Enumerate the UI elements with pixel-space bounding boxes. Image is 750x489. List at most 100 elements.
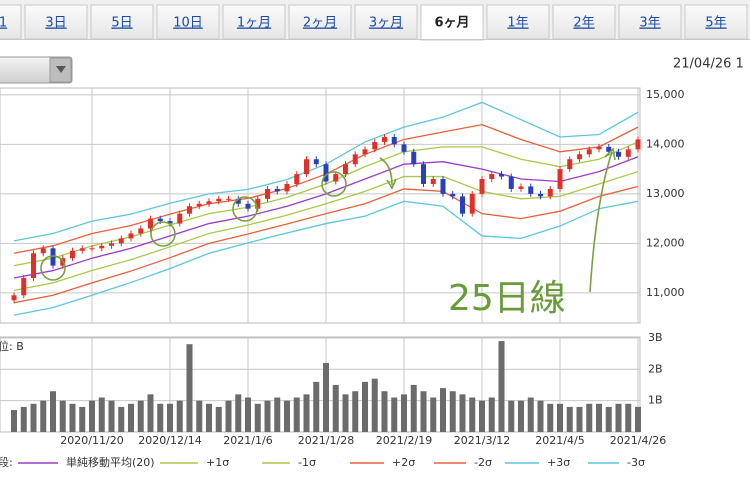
tab-label[interactable]: 2ヶ月 [303, 16, 337, 31]
tab-label[interactable]: 1ヶ月 [237, 16, 271, 31]
tab[interactable] [684, 4, 748, 40]
volume-bar [498, 341, 505, 432]
arrow [379, 157, 393, 186]
tab-label[interactable]: 6ヶ月 [434, 16, 469, 31]
x-tick-label: 2021/1/28 [298, 434, 354, 447]
legend-label: +2σ [392, 456, 415, 469]
candle-body [528, 186, 534, 194]
candle-body [187, 206, 192, 214]
arrow-head [604, 147, 616, 161]
tab[interactable] [288, 4, 352, 40]
volume-bar [459, 394, 466, 432]
candle-body [499, 174, 504, 177]
candle-body [304, 159, 309, 175]
candle-body [294, 174, 300, 184]
candle-body [323, 164, 329, 182]
candle-body [382, 136, 387, 142]
tab-label[interactable]: 3日 [45, 16, 66, 31]
candle-body [89, 248, 95, 250]
tab[interactable] [156, 4, 220, 40]
candle-body [99, 245, 105, 249]
volume-unit: 位: B [0, 339, 24, 353]
tab-label[interactable]: 1年 [507, 16, 528, 31]
volume-bar [245, 397, 251, 432]
candle-body [538, 193, 543, 197]
tab-label[interactable]: 5日 [111, 16, 132, 31]
candle-body [109, 243, 114, 246]
candle-body [430, 179, 436, 184]
tab-label[interactable]: 3ヶ月 [369, 16, 403, 31]
tab-label[interactable]: 5年 [705, 16, 726, 31]
candle-body [343, 164, 348, 175]
candle-body [596, 146, 602, 150]
y-tick-label: 1B [648, 394, 663, 407]
volume-bar [274, 397, 281, 432]
legend-prefix: 段: [0, 455, 13, 469]
candle-body [50, 248, 56, 266]
tab[interactable] [618, 4, 682, 40]
y-tick-label: 11,000 [646, 286, 685, 299]
candle-body [21, 277, 27, 296]
tab[interactable] [0, 4, 22, 40]
candle-body [265, 188, 270, 199]
legend-label: 単純移動平均(20) [66, 455, 155, 469]
volume-bar [420, 391, 427, 432]
volume-bar [108, 400, 115, 432]
candle-body [157, 218, 163, 222]
tab[interactable] [486, 4, 550, 40]
volume-bar [440, 388, 446, 432]
volume-panel [0, 336, 641, 433]
volume-bar [30, 403, 37, 432]
volume-bar [596, 403, 602, 432]
volume-bar [518, 400, 524, 432]
volume-bar [527, 397, 534, 432]
candle-body [469, 193, 475, 214]
volume-bar [40, 400, 47, 432]
candle-body [128, 233, 134, 239]
volume-bar [381, 391, 388, 432]
volume-bar [215, 406, 222, 432]
volume-bar [186, 344, 193, 432]
volume-bar [488, 397, 495, 432]
candle-body [118, 238, 124, 244]
x-tick-label: 2021/3/12 [454, 434, 510, 447]
tab-label[interactable]: 10日 [173, 16, 203, 31]
tab[interactable] [552, 4, 616, 40]
candle-body [284, 183, 290, 192]
dropdown-arrow [56, 66, 66, 73]
candle-body [577, 154, 582, 160]
tab[interactable] [24, 4, 88, 40]
volume-bar [225, 400, 232, 432]
candle-body [333, 174, 339, 182]
candle-body [79, 248, 85, 251]
volume-bar [137, 400, 144, 432]
tab[interactable] [354, 4, 418, 40]
tab-label[interactable]: 2年 [573, 16, 594, 31]
x-tick-label: 2021/1/6 [223, 434, 272, 447]
band-line [13, 200, 639, 316]
legend-label: +1σ [206, 456, 229, 469]
date-label: 21/04/26 1 [673, 57, 744, 72]
volume-bar [605, 406, 612, 432]
volume-bar [196, 400, 203, 432]
volume-bar [362, 381, 368, 432]
candle-body [245, 203, 251, 209]
candle-body [40, 248, 46, 254]
volume-bar [98, 397, 105, 432]
tab[interactable] [222, 4, 286, 40]
candle-body [489, 174, 495, 180]
legend-label: -1σ [298, 456, 316, 469]
volume-bar [576, 406, 583, 432]
volume-bar [557, 403, 563, 432]
volume-bar [371, 378, 378, 432]
circle [321, 171, 347, 197]
tab-label[interactable]: 1 [0, 16, 7, 31]
volume-bar [303, 394, 310, 432]
tab[interactable] [420, 4, 484, 41]
candle-body [411, 151, 417, 165]
volume-bar [69, 403, 76, 432]
y-tick-label: 12,000 [646, 236, 685, 249]
y-tick-label: 15,000 [646, 88, 685, 101]
tab-label[interactable]: 3年 [639, 16, 660, 31]
